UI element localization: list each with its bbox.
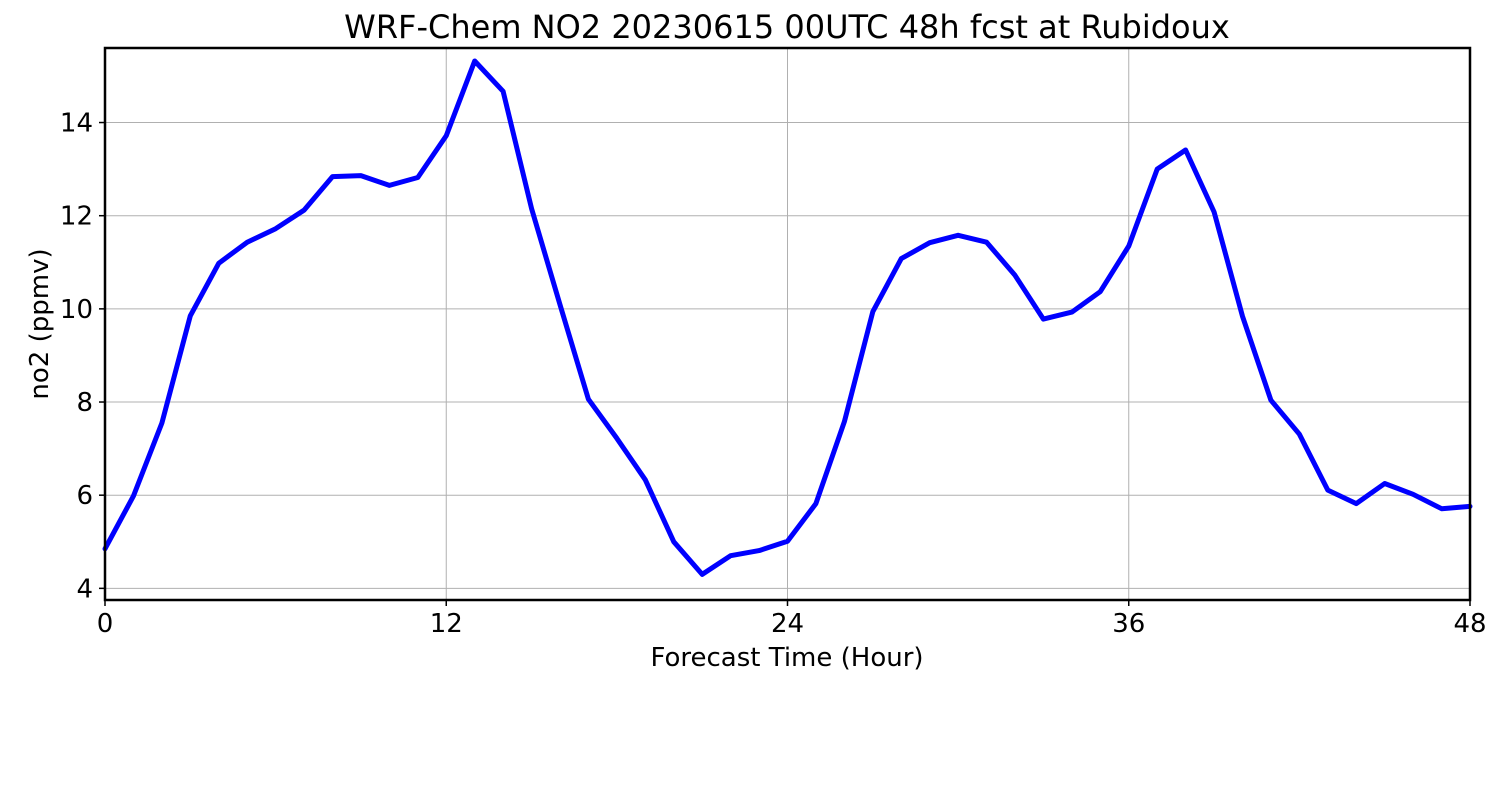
- y-axis-label: no2 (ppmv): [25, 248, 55, 399]
- y-tick-label: 8: [76, 388, 93, 418]
- y-tick-label: 14: [60, 109, 93, 139]
- x-axis-label: Forecast Time (Hour): [650, 643, 923, 673]
- grid-lines: [105, 48, 1470, 600]
- series-line: [102, 58, 1473, 577]
- y-tick-label: 6: [76, 481, 93, 511]
- y-tick-label: 12: [60, 202, 93, 232]
- chart-title: WRF-Chem NO2 20230615 00UTC 48h fcst at …: [344, 8, 1230, 46]
- x-tick-label: 24: [771, 609, 804, 639]
- y-tick-label: 4: [76, 574, 93, 604]
- series-group: [102, 58, 1473, 577]
- y-axis-ticks: 4 6 8 10 12 14: [60, 109, 105, 604]
- x-tick-label: 36: [1112, 609, 1145, 639]
- x-tick-label: 0: [97, 609, 114, 639]
- x-tick-label: 12: [430, 609, 463, 639]
- x-axis-ticks: 0 12 24 36 48: [97, 600, 1487, 639]
- y-tick-label: 10: [60, 295, 93, 325]
- x-tick-label: 48: [1453, 609, 1486, 639]
